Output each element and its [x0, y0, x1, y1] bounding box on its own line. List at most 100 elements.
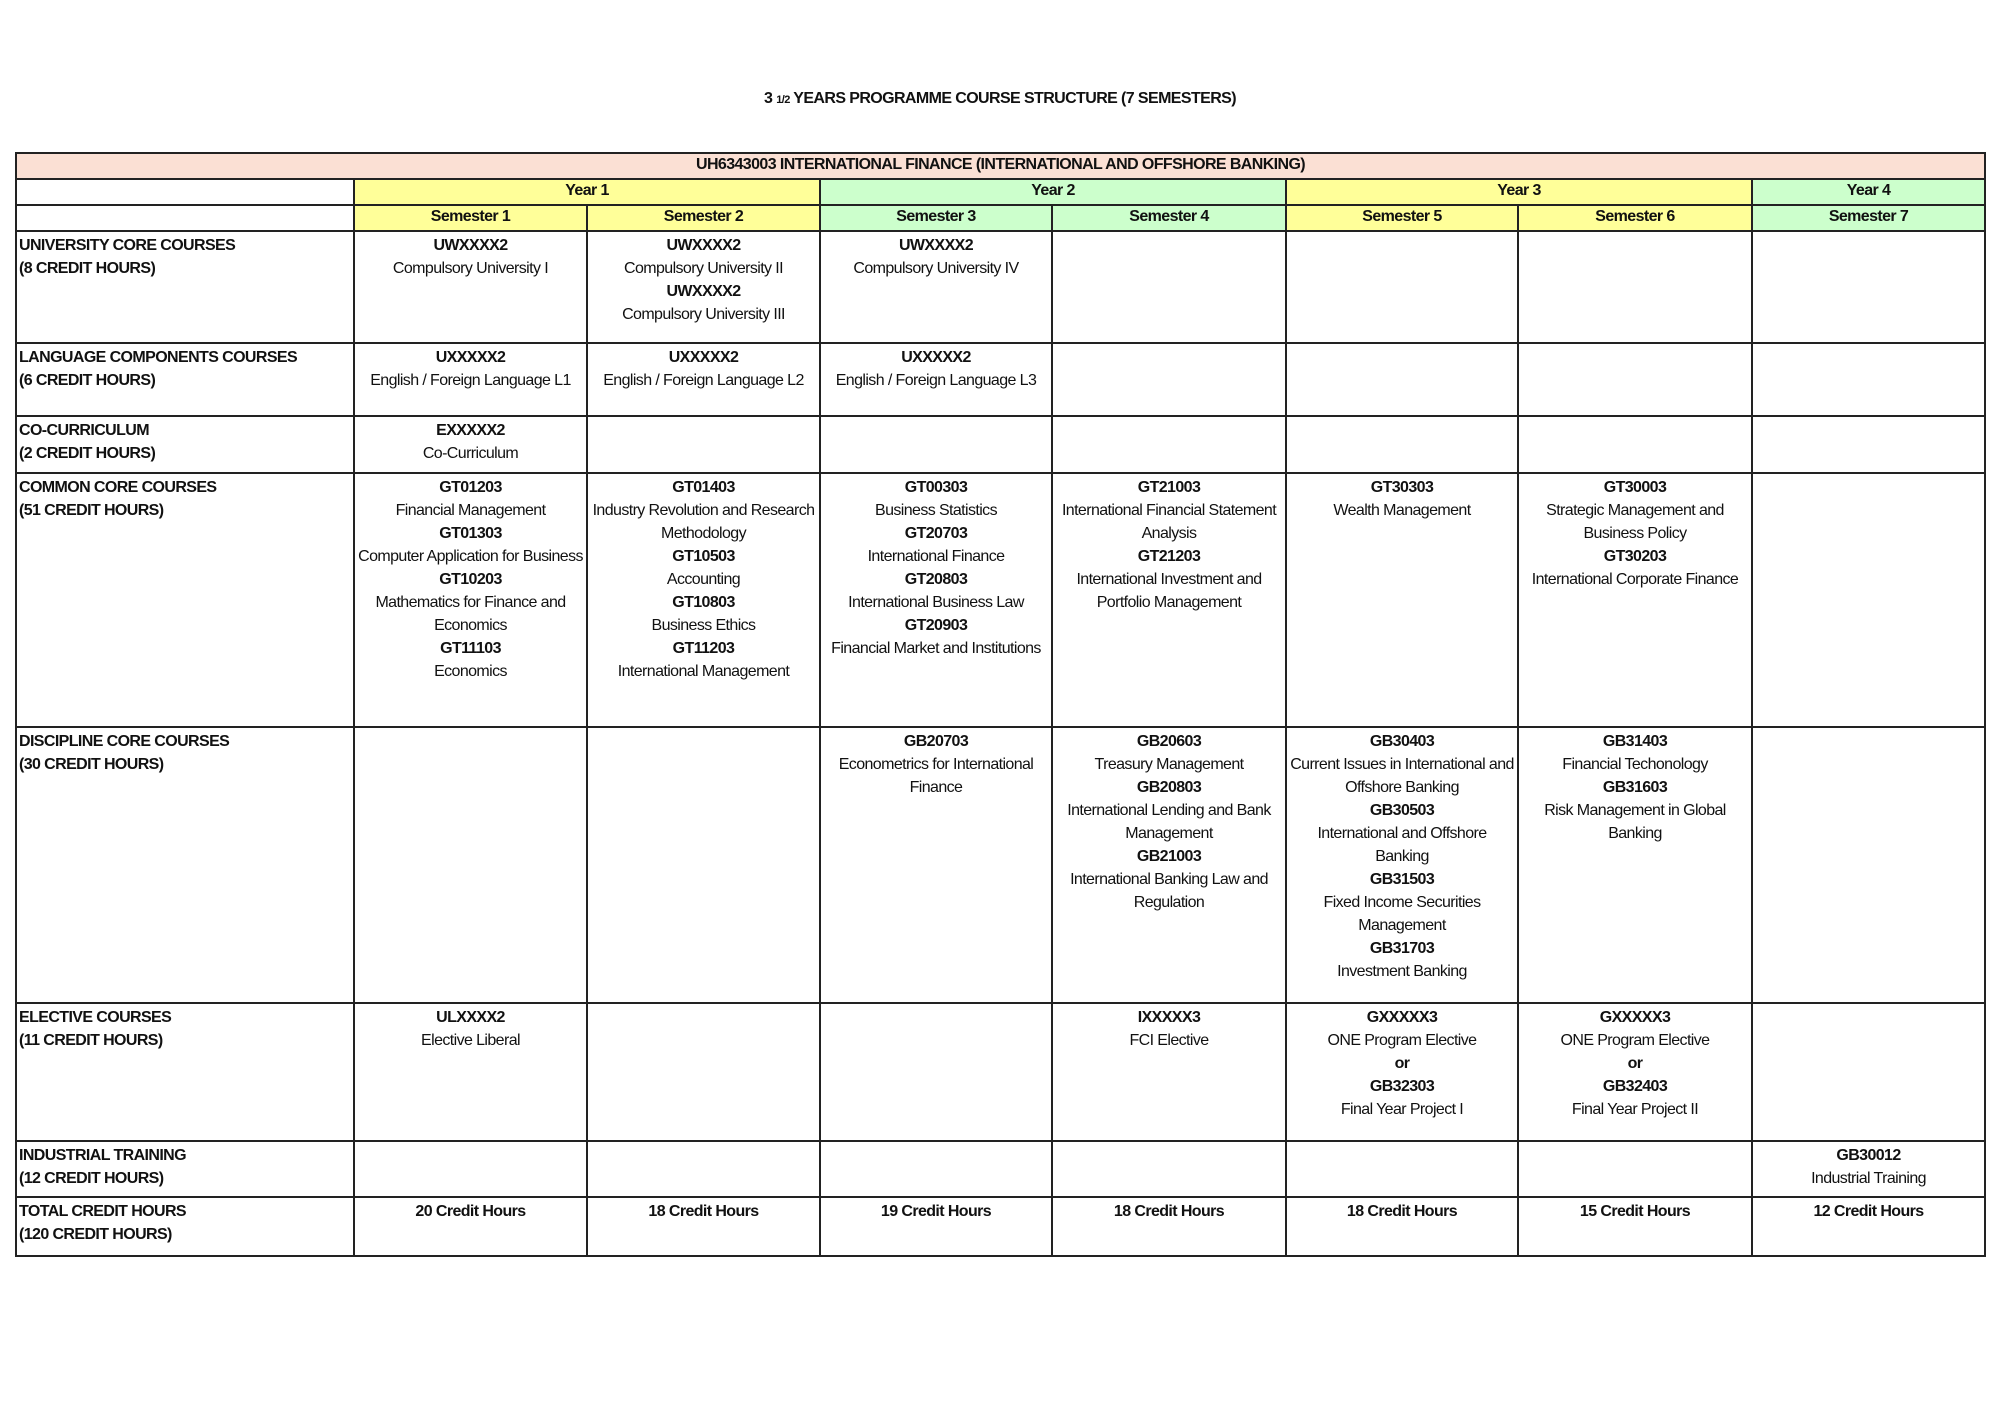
course-name: International and Offshore Banking [1317, 825, 1487, 865]
semester-header: Semester 7 [1750, 204, 1987, 232]
course-name: International Corporate Finance [1531, 571, 1739, 588]
semester-header: Semester 1 [353, 204, 588, 232]
category-name: ELECTIVE COURSES [19, 1009, 172, 1026]
course-name: Treasury Management [1094, 756, 1245, 773]
category-name: UNIVERSITY CORE COURSES [19, 237, 236, 254]
course-name: Elective Liberal [421, 1032, 521, 1049]
course-cell: GT30003 Strategic Management and Business… [1517, 472, 1753, 728]
course-cell [1750, 230, 1987, 344]
course-code: GT10503 [672, 548, 735, 565]
course-code: GB21003 [1136, 848, 1202, 865]
course-cell: EXXXXX2 Co-Curriculum [353, 415, 588, 474]
table-row: COMMON CORE COURSES (51 CREDIT HOURS) GT01… [15, 472, 1987, 728]
course-cell [586, 1140, 821, 1198]
course-cell: 18 Credit Hours [1285, 1196, 1519, 1257]
course-code: GT21003 [1137, 479, 1201, 496]
course-name: Accounting [666, 571, 741, 588]
course-cell [1750, 342, 1987, 417]
course-cell: GT21003 International Financial Statement… [1051, 472, 1287, 728]
course-code: UWXXXX2 [898, 237, 974, 254]
course-cell [586, 1002, 821, 1142]
course-cell: GB20703 Econometrics for International Fi… [819, 726, 1053, 1004]
course-cell [1285, 230, 1519, 344]
course-cell [1517, 415, 1753, 474]
course-code: EXXXXX2 [436, 422, 505, 439]
category-credits: (11 CREDIT HOURS) [19, 1032, 163, 1049]
course-cell [353, 1140, 588, 1198]
course-code: 18 Credit Hours [648, 1203, 759, 1220]
category-cell: INDUSTRIAL TRAINING (12 CREDIT HOURS) [15, 1140, 355, 1198]
course-code: 19 Credit Hours [880, 1203, 992, 1220]
course-cell [1750, 726, 1987, 1004]
course-name: English / Foreign Language L2 [603, 372, 804, 389]
course-code: GXXXXX3 [1599, 1009, 1671, 1026]
course-code: GB31403 [1602, 733, 1668, 750]
course-cell [1051, 415, 1287, 474]
course-code: GB20603 [1136, 733, 1202, 750]
course-cell: IXXXXX3 FCI Elective [1051, 1002, 1287, 1142]
course-code: GT30203 [1603, 548, 1667, 565]
course-cell [1285, 415, 1519, 474]
category-name: LANGUAGE COMPONENTS COURSES [19, 349, 298, 366]
category-credits: (51 CREDIT HOURS) [19, 502, 164, 519]
course-code: 12 Credit Hours [1813, 1203, 1924, 1220]
course-code: GT20903 [904, 617, 968, 634]
course-code: 18 Credit Hours [1113, 1203, 1225, 1220]
category-credits: (2 CREDIT HOURS) [19, 445, 156, 462]
course-code: UXXXXX2 [435, 349, 506, 366]
table-row: UNIVERSITY CORE COURSES (8 CREDIT HOURS) U… [15, 230, 1987, 344]
course-code: GT01203 [439, 479, 502, 496]
course-name: Compulsory University II [624, 260, 784, 277]
course-cell: GXXXXX3 ONE Program Elective or GB32303 Fina… [1285, 1002, 1519, 1142]
course-cell: GB20603 Treasury Management GB20803 Interna… [1051, 726, 1287, 1004]
course-code: GT10203 [439, 571, 502, 588]
course-cell: 18 Credit Hours [586, 1196, 821, 1257]
category-name: DISCIPLINE CORE COURSES [19, 733, 230, 750]
course-name: English / Foreign Language L3 [835, 372, 1037, 389]
year-header: Year 1 [353, 178, 821, 206]
course-code: UWXXXX2 [433, 237, 508, 254]
course-name: Mathematics for Finance and Economics [375, 594, 566, 634]
course-code: GB32403 [1602, 1078, 1668, 1095]
category-credits: (30 CREDIT HOURS) [19, 756, 164, 773]
course-code: UXXXXX2 [668, 349, 739, 366]
course-code: IXXXXX3 [1137, 1009, 1201, 1026]
course-code: GB31603 [1602, 779, 1668, 796]
course-cell: GT00303 Business Statistics GT20703 Interna… [819, 472, 1053, 728]
course-cell [1285, 342, 1519, 417]
course-code: UWXXXX2 [666, 237, 741, 254]
course-cell [1051, 342, 1287, 417]
category-credits: (120 CREDIT HOURS) [19, 1226, 172, 1243]
course-cell: GB30012 Industrial Training [1750, 1140, 1987, 1198]
semester-row: Semester 1 Semester 2 Semester 3 Semester 4… [15, 204, 1987, 232]
course-cell [1051, 1140, 1287, 1198]
course-cell [819, 1140, 1053, 1198]
table-row: CO-CURRICULUM (2 CREDIT HOURS) EXXXXX2 Co-C… [15, 415, 1987, 474]
table-row: INDUSTRIAL TRAINING (12 CREDIT HOURS) GB30… [15, 1140, 1987, 1198]
course-code: 20 Credit Hours [415, 1203, 526, 1220]
course-code: or [1394, 1055, 1410, 1072]
table-row: DISCIPLINE CORE COURSES (30 CREDIT HOURS)… [15, 726, 1987, 1004]
course-name: Fixed Income Securities Management [1323, 894, 1482, 934]
course-structure-table: UH6343003 INTERNATIONAL FINANCE (INTERNA… [14, 152, 1987, 1257]
course-code: GXXXXX3 [1366, 1009, 1438, 1026]
course-cell [1517, 1140, 1753, 1198]
course-code: GT01303 [439, 525, 502, 542]
course-cell [819, 415, 1053, 474]
programme-header: UH6343003 INTERNATIONAL FINANCE (INTERNA… [14, 152, 1987, 180]
course-name: International Management [617, 663, 790, 680]
course-name: International Business Law [848, 594, 1024, 611]
course-code: GT30303 [1370, 479, 1434, 496]
course-code: UXXXXX2 [901, 349, 971, 366]
course-name: Industrial Training [1811, 1170, 1926, 1187]
course-name: Wealth Management [1333, 502, 1471, 519]
course-code: GB20803 [1136, 779, 1202, 796]
category-cell: UNIVERSITY CORE COURSES (8 CREDIT HOURS) [15, 230, 355, 344]
course-name: ONE Program Elective [1327, 1032, 1478, 1049]
course-cell [586, 726, 821, 1004]
category-cell: TOTAL CREDIT HOURS (120 CREDIT HOURS) [15, 1196, 355, 1257]
course-cell: 12 Credit Hours [1750, 1196, 1987, 1257]
course-code: GT00303 [904, 479, 968, 496]
course-name: International Lending and Bank Managemen… [1067, 802, 1271, 842]
course-cell [1051, 230, 1287, 344]
